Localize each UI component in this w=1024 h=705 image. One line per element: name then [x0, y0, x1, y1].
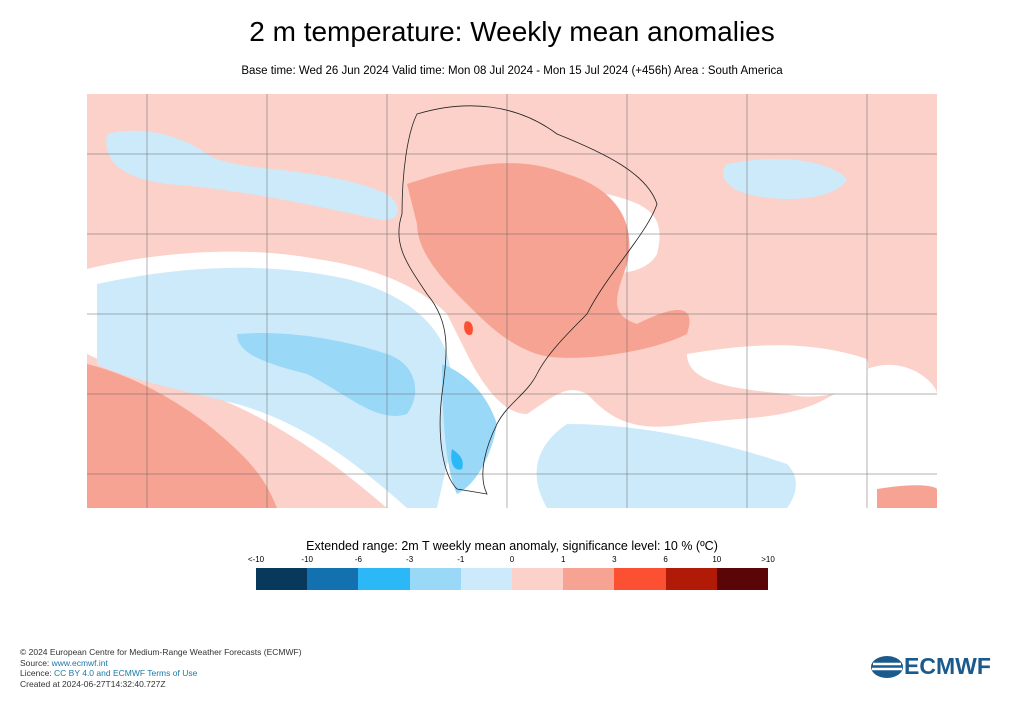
- legend-swatch-7: [614, 568, 666, 590]
- source-label: Source:: [20, 657, 52, 668]
- anomaly-map: [87, 94, 937, 508]
- tick-label: <-10: [247, 555, 265, 564]
- legend-swatch-9: [716, 568, 769, 590]
- tick-label: -1: [457, 555, 465, 564]
- footer: © 2024 European Centre for Medium-Range …: [20, 647, 302, 689]
- chart-title: 2 m temperature: Weekly mean anomalies: [249, 16, 775, 47]
- licence-link[interactable]: CC BY 4.0 and ECMWF Terms of Use: [54, 668, 198, 678]
- tick-label: 10: [712, 555, 722, 564]
- positive-anomaly-region: [87, 163, 937, 508]
- tick-label: -3: [406, 555, 414, 564]
- licence-label: Licence:: [20, 668, 55, 678]
- south-america-coastline: [398, 105, 658, 495]
- legend-swatch-4: [460, 568, 513, 590]
- legend-swatch-2: [358, 568, 410, 590]
- legend-ticks: <-10 -10 -6 -3 -1 0 1 3 6 10 >10: [248, 555, 775, 567]
- tick-label: -10: [301, 555, 313, 564]
- tick-label: -6: [354, 555, 362, 564]
- legend-title: Extended range: 2m T weekly mean anomaly…: [306, 539, 718, 553]
- created-timestamp: Created at 2024-06-27T14:32:40.727Z: [20, 678, 166, 689]
- color-legend-bar: [256, 568, 769, 590]
- ecmwf-globe-icon: [871, 655, 903, 678]
- tick-label: >10: [761, 555, 775, 564]
- legend-swatch-3: [409, 568, 461, 590]
- ecmwf-logo: ECMWF: [870, 653, 991, 680]
- tick-label: 6: [663, 555, 668, 564]
- source-link[interactable]: www.ecmwf.int: [51, 657, 108, 668]
- chart-subtitle: Base time: Wed 26 Jun 2024 Valid time: M…: [241, 65, 783, 77]
- legend-swatch-0: [256, 568, 308, 590]
- legend-swatch-6: [563, 568, 615, 590]
- legend-swatch-5: [512, 568, 564, 590]
- tick-label: 1: [560, 555, 566, 564]
- legend-swatch-1: [307, 568, 359, 590]
- legend-swatch-8: [665, 568, 717, 590]
- tick-label: 0: [509, 555, 515, 564]
- tick-label: 3: [612, 555, 617, 564]
- grid-lines: [87, 94, 937, 508]
- copyright: © 2024 European Centre for Medium-Range …: [20, 647, 302, 657]
